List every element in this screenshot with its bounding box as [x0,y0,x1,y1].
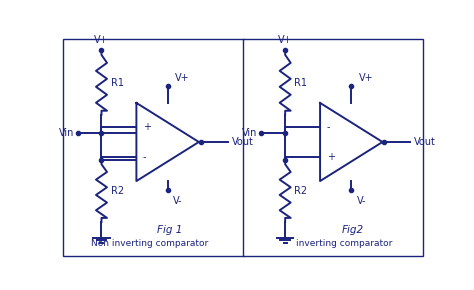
Text: Fig 1: Fig 1 [157,225,182,235]
Text: V-: V- [173,195,182,206]
Text: V+: V+ [359,73,373,83]
Text: +: + [327,152,335,162]
Text: V+: V+ [175,73,190,83]
Text: R2: R2 [110,186,124,196]
Text: Vin: Vin [59,128,74,138]
Text: -: - [327,122,330,132]
Text: Fig2: Fig2 [342,225,364,235]
Text: inverting comparator: inverting comparator [296,239,392,248]
Text: Vout: Vout [414,137,436,147]
Text: V+: V+ [278,35,292,45]
Text: +: + [143,122,151,132]
Text: R1: R1 [110,78,124,88]
Text: V+: V+ [94,35,109,45]
Text: Vin: Vin [242,128,258,138]
Text: -: - [143,152,146,162]
Text: R2: R2 [294,186,308,196]
Text: V-: V- [357,195,366,206]
Text: Vout: Vout [232,137,254,147]
Text: R1: R1 [294,78,307,88]
Text: Non inverting comparator: Non inverting comparator [91,239,208,248]
